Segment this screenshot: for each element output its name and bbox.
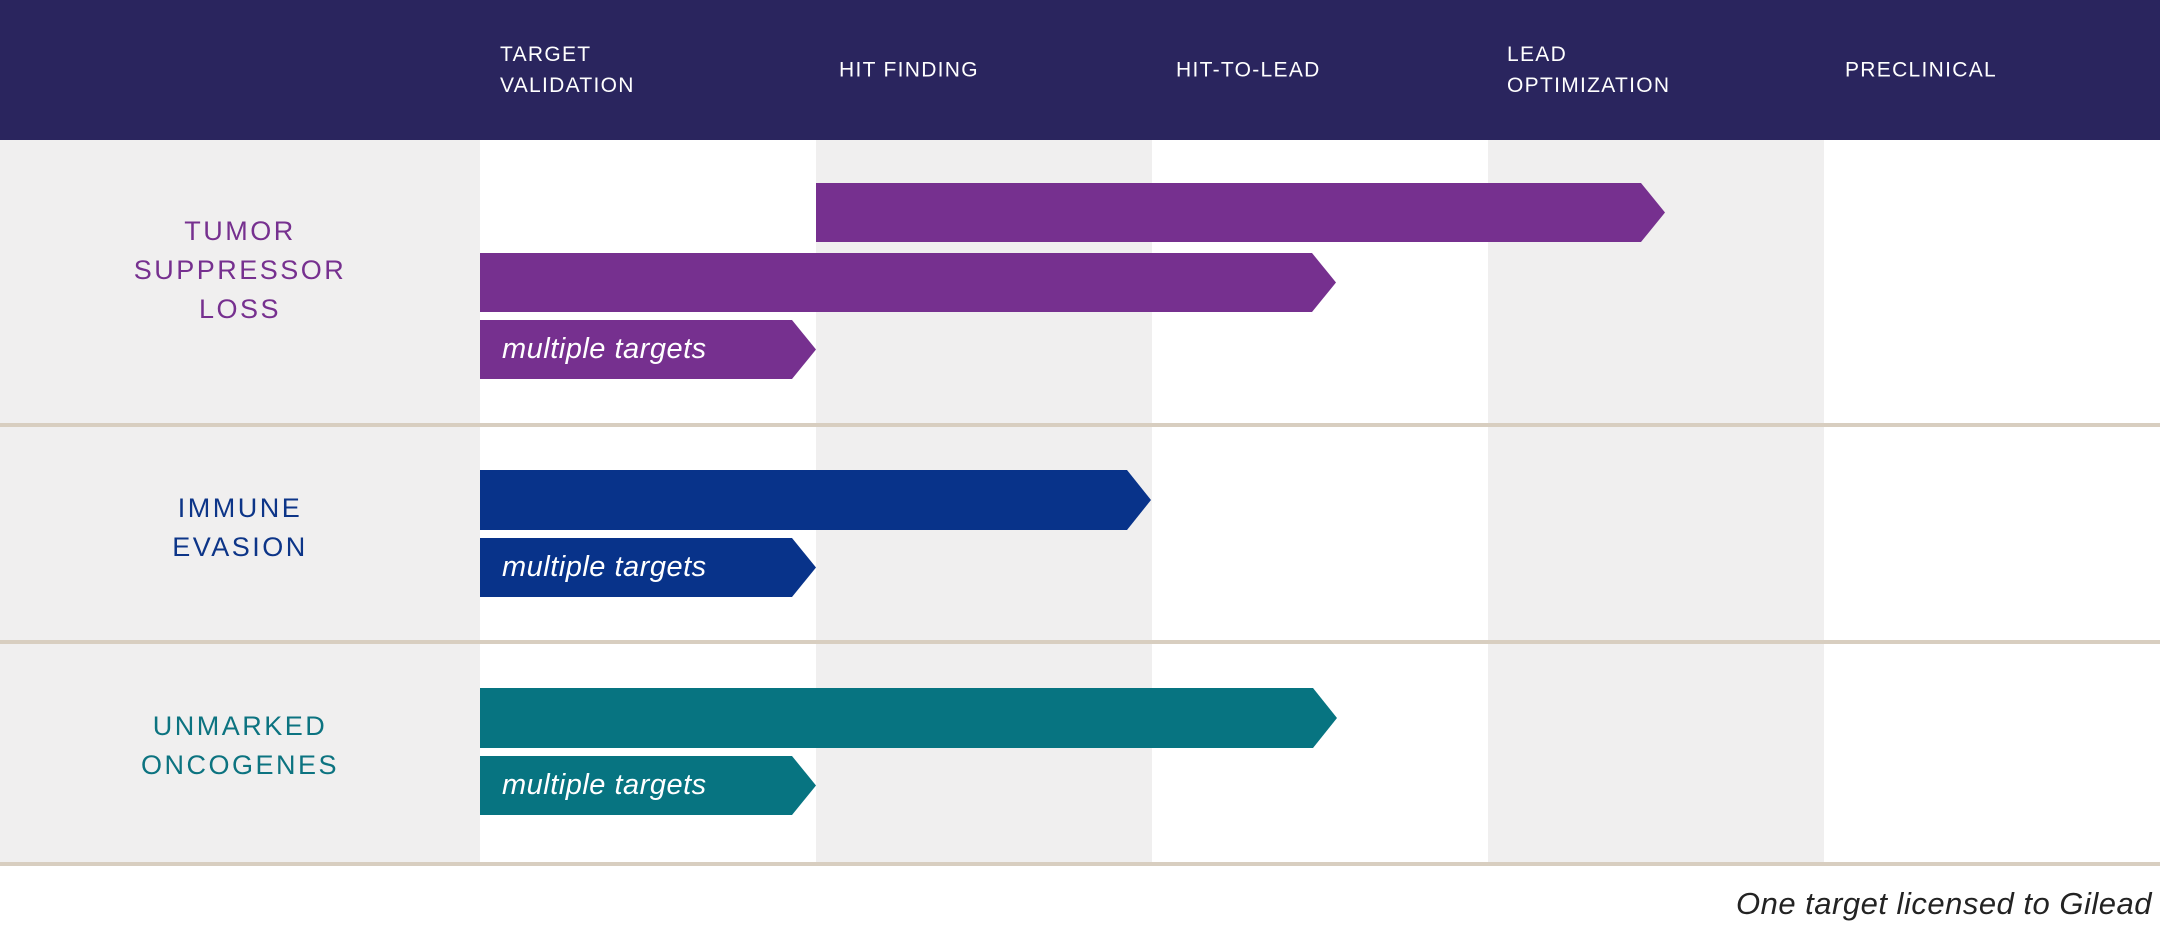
column-stripe-labels bbox=[0, 140, 480, 862]
pipeline-bar-unmarked-oncogenes-multiple-targets: multiple targets bbox=[480, 756, 816, 815]
pipeline-bar-unmarked-oncogenes-1 bbox=[480, 688, 1337, 748]
column-stripe-lead-optimization bbox=[1488, 140, 1824, 862]
stage-header: TARGET VALIDATION HIT FINDING HIT-TO-LEA… bbox=[0, 0, 2160, 140]
row-divider bbox=[0, 640, 2160, 644]
row-label-unmarked-oncogenes: UNMARKED ONCOGENES bbox=[140, 711, 340, 780]
row-divider bbox=[0, 423, 2160, 427]
stage-header-hit-to-lead: HIT-TO-LEAD bbox=[1176, 58, 1321, 82]
pipeline-bar-immune-evasion-multiple-targets: multiple targets bbox=[480, 538, 816, 597]
stage-header-target-validation: TARGET VALIDATION bbox=[500, 43, 635, 97]
bar-label: multiple targets bbox=[502, 551, 707, 583]
footnote-licensing: One target licensed to Gilead bbox=[1735, 886, 2152, 921]
bar-label: multiple targets bbox=[502, 769, 707, 801]
bar-label: multiple targets bbox=[502, 333, 707, 365]
pipeline-bar-tumor-suppressor-multiple-targets: multiple targets bbox=[480, 320, 816, 379]
stage-header-lead-optimization: LEAD OPTIMIZATION bbox=[1507, 43, 1671, 97]
pipeline-bar-tumor-suppressor-1 bbox=[816, 183, 1665, 242]
row-divider bbox=[0, 862, 2160, 866]
pipeline-bar-tumor-suppressor-2 bbox=[480, 253, 1336, 312]
stage-header-preclinical: PRECLINICAL bbox=[1845, 58, 1998, 82]
stage-header-hit-finding: HIT FINDING bbox=[839, 58, 979, 82]
row-label-immune-evasion: IMMUNE EVASION bbox=[172, 493, 308, 562]
pipeline-bar-immune-evasion-1 bbox=[480, 470, 1151, 530]
row-label-tumor-suppressor-loss: TUMOR SUPPRESSOR LOSS bbox=[133, 216, 347, 324]
